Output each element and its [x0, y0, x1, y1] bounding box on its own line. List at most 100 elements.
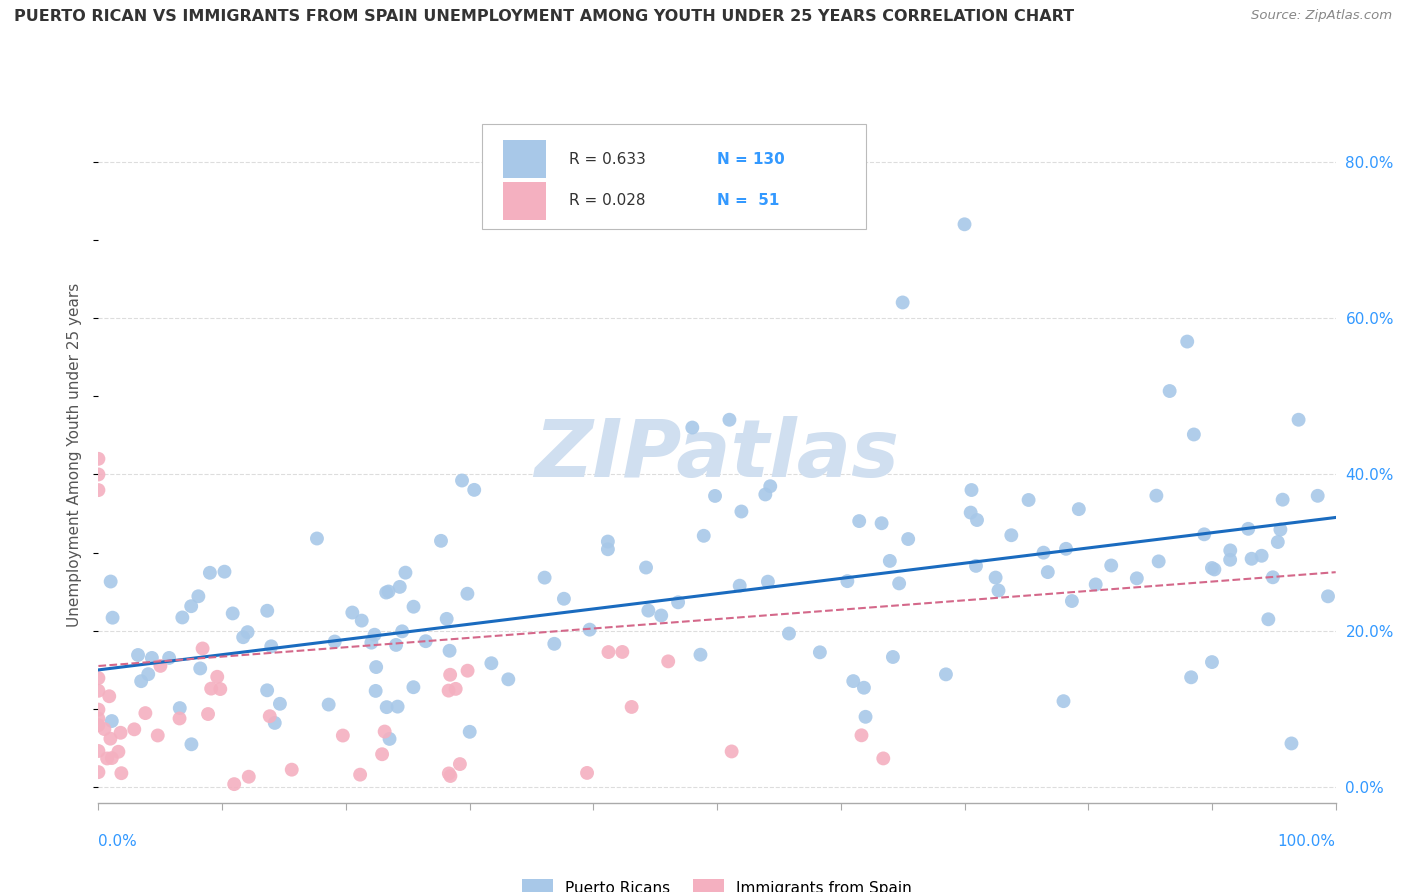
Point: [260, 640, 283, 654]
Point: [693, 529, 716, 543]
Point: [965, 558, 987, 573]
Point: [596, 542, 619, 557]
Point: [598, 645, 620, 659]
Point: [96, 751, 118, 765]
Point: [759, 479, 782, 493]
Point: [100, 731, 122, 746]
Point: [1317, 590, 1340, 604]
Point: [415, 634, 437, 648]
FancyBboxPatch shape: [482, 124, 866, 229]
Point: [1000, 528, 1022, 542]
Point: [87, 683, 110, 698]
Point: [209, 681, 232, 696]
Point: [1204, 562, 1226, 576]
Point: [377, 584, 399, 599]
Point: [1250, 549, 1272, 563]
Point: [855, 710, 877, 724]
Point: [169, 711, 191, 725]
Point: [1201, 561, 1223, 575]
Point: [134, 706, 156, 720]
Point: [385, 638, 408, 652]
Point: [221, 607, 243, 621]
Point: [110, 725, 132, 739]
Point: [960, 483, 983, 497]
Point: [187, 589, 209, 603]
Point: [371, 747, 394, 762]
FancyBboxPatch shape: [503, 182, 547, 220]
Point: [1032, 546, 1054, 560]
Point: [543, 637, 565, 651]
Point: [364, 684, 387, 698]
Point: [1237, 522, 1260, 536]
Point: [127, 648, 149, 662]
Point: [263, 715, 285, 730]
Point: [553, 591, 575, 606]
Point: [987, 583, 1010, 598]
Point: [402, 599, 425, 614]
Point: [101, 610, 124, 624]
Point: [238, 770, 260, 784]
Point: [935, 667, 957, 681]
Y-axis label: Unemployment Among Youth under 25 years: Unemployment Among Youth under 25 years: [67, 283, 83, 627]
Point: [146, 729, 169, 743]
Point: [366, 660, 388, 674]
Point: [730, 504, 752, 518]
Point: [360, 635, 382, 649]
Point: [657, 654, 679, 668]
Point: [149, 659, 172, 673]
Point: [458, 724, 481, 739]
Point: [349, 767, 371, 781]
Point: [169, 701, 191, 715]
Point: [851, 728, 873, 742]
Point: [1271, 492, 1294, 507]
Point: [498, 673, 520, 687]
Point: [87, 671, 110, 685]
Point: [323, 634, 346, 648]
Point: [953, 217, 976, 231]
Point: [129, 674, 152, 689]
Point: [87, 483, 110, 497]
Point: [430, 533, 453, 548]
Text: 100.0%: 100.0%: [1278, 834, 1336, 849]
Point: [200, 681, 222, 696]
Point: [1099, 558, 1122, 573]
Point: [207, 670, 229, 684]
Point: [689, 648, 711, 662]
Point: [1267, 535, 1289, 549]
Point: [439, 644, 461, 658]
Point: [1182, 427, 1205, 442]
Point: [388, 580, 411, 594]
Text: N = 130: N = 130: [717, 152, 785, 167]
Point: [198, 566, 221, 580]
Point: [1054, 541, 1077, 556]
Point: [576, 766, 599, 780]
Point: [479, 657, 502, 671]
Point: [87, 765, 110, 780]
Point: [1084, 577, 1107, 591]
Point: [889, 576, 911, 591]
Point: [141, 651, 163, 665]
Point: [449, 757, 471, 772]
Point: [1060, 594, 1083, 608]
Point: [280, 763, 302, 777]
Point: [1219, 553, 1241, 567]
Point: [1147, 554, 1170, 568]
Point: [101, 714, 124, 728]
Point: [236, 625, 259, 640]
Point: [959, 506, 981, 520]
Point: [842, 674, 865, 689]
Point: [122, 723, 145, 737]
Point: [1180, 670, 1202, 684]
Point: [1261, 570, 1284, 584]
Point: [197, 706, 219, 721]
Point: [1144, 489, 1167, 503]
Point: [224, 777, 246, 791]
Point: [837, 574, 859, 589]
Point: [87, 744, 110, 758]
Point: [728, 579, 751, 593]
Point: [704, 489, 727, 503]
Point: [1175, 334, 1198, 349]
Point: [391, 624, 413, 639]
Point: [256, 604, 278, 618]
Point: [259, 709, 281, 723]
